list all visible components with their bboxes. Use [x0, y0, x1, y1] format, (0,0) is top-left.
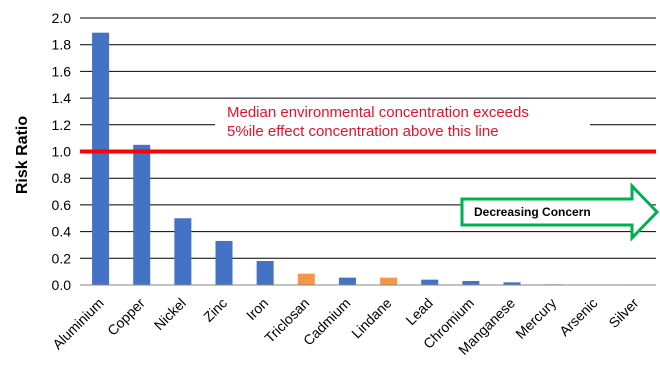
y-tick-label: 0.2: [52, 250, 72, 266]
x-tick-label: Aluminium: [49, 295, 107, 353]
x-tick-label: Mercury: [512, 295, 559, 342]
bar-chromium: [462, 281, 479, 285]
bar-copper: [133, 145, 150, 285]
threshold-note-line-1: Median environmental concentration excee…: [227, 104, 529, 121]
y-tick-label: 1.4: [52, 90, 72, 106]
x-tick-label: Zinc: [200, 295, 230, 325]
y-tick-labels: 0.0 0.2 0.4 0.6 0.8 1.0 1.2 1.4 1.6 1.8 2.0: [52, 10, 72, 293]
x-tick-label: Arsenic: [556, 295, 600, 339]
bar-nickel: [174, 218, 191, 285]
y-axis-title: Risk Ratio: [14, 116, 31, 194]
bar-aluminium: [92, 33, 109, 285]
decreasing-concern-label: Decreasing Concern: [474, 205, 591, 219]
bar-cadmium: [339, 278, 356, 285]
y-tick-label: 1.6: [52, 63, 72, 79]
x-tick-label: Iron: [243, 295, 271, 323]
x-tick-label: Copper: [104, 295, 148, 339]
y-tick-label: 0.4: [52, 224, 72, 240]
y-tick-label: 0.8: [52, 170, 72, 186]
bar-lead: [421, 280, 438, 285]
y-tick-label: 2.0: [52, 10, 72, 26]
y-tick-label: 0.0: [52, 277, 72, 293]
y-tick-label: 1.2: [52, 117, 72, 133]
bar-zinc: [216, 241, 233, 285]
x-tick-label: Silver: [605, 295, 641, 331]
bar-lindane: [380, 278, 397, 285]
x-tick-label: Lead: [402, 295, 435, 328]
x-tick-label: Lindane: [348, 295, 395, 342]
bars: [92, 33, 644, 286]
threshold-note-line-2: 5%ile effect concentration above this li…: [227, 123, 499, 140]
y-tick-label: 1.8: [52, 37, 72, 53]
y-tick-label: 0.6: [52, 197, 72, 213]
y-tick-label: 1.0: [52, 144, 72, 160]
bar-iron: [257, 261, 274, 285]
bar-triclosan: [298, 274, 315, 285]
x-tick-label: Nickel: [151, 295, 189, 333]
